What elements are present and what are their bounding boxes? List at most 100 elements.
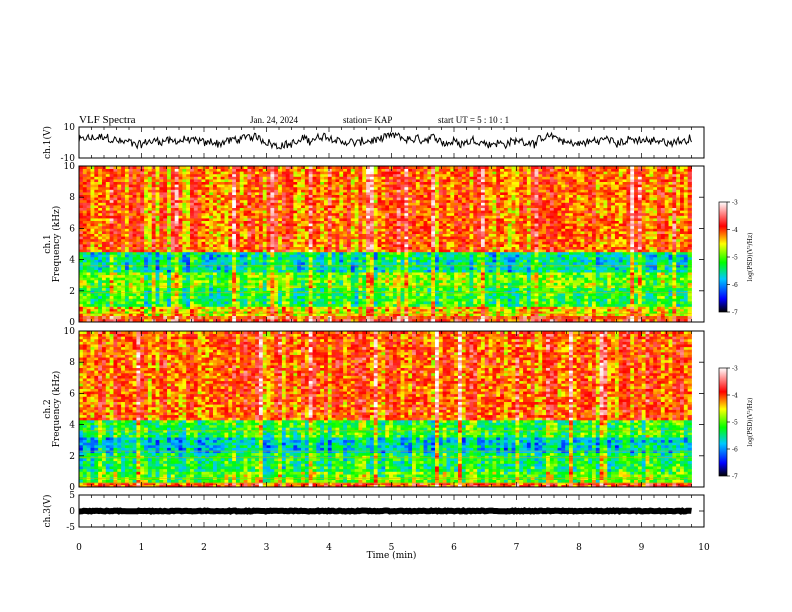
spectrogram-cell — [488, 318, 493, 323]
spectrogram-cell — [557, 267, 562, 270]
spectrogram-cell — [82, 256, 88, 260]
spectrogram-cell — [239, 241, 245, 245]
spectrogram-cell — [163, 259, 168, 263]
spectrogram-cell — [488, 313, 493, 317]
spectrogram-cell — [461, 298, 467, 302]
spectrogram-cell — [515, 246, 520, 250]
spectrogram-cell — [645, 269, 650, 273]
spectrogram-cell — [538, 269, 543, 273]
spectrogram-cell — [534, 295, 539, 299]
spectrogram-cell — [366, 254, 371, 258]
spectrogram-cell — [457, 298, 463, 302]
spectrogram-cell — [492, 295, 497, 299]
spectrogram-cell — [503, 290, 509, 294]
spectrogram-cell — [572, 259, 578, 263]
spectrogram-cell — [626, 303, 631, 307]
spectrogram-cell — [346, 254, 352, 258]
spectrogram-cell — [599, 272, 604, 276]
spectrogram-cell — [626, 256, 631, 260]
spectrogram-cell — [653, 308, 658, 312]
spectrogram-cell — [339, 313, 344, 317]
spectrogram-cell — [595, 311, 601, 314]
spectrogram-cell — [205, 277, 210, 281]
spectrogram-cell — [190, 254, 195, 258]
spectrogram-cell — [580, 256, 585, 260]
spectrogram-cell — [404, 315, 409, 320]
spectrogram-cell — [645, 261, 650, 265]
spectrogram-cell — [155, 295, 160, 299]
spectrogram-cell — [415, 306, 421, 310]
spectrogram-cell — [664, 267, 669, 270]
spectrogram-cell — [431, 282, 436, 286]
spectrogram-cell — [101, 254, 107, 258]
spectrogram-cell — [339, 256, 344, 260]
spectrogram-cell — [167, 282, 172, 286]
spectrogram-cell — [170, 269, 176, 273]
spectrogram-cell — [569, 254, 574, 258]
spectrogram-cell — [350, 303, 356, 307]
spectrogram-cell — [170, 306, 176, 310]
spectrogram-cell — [216, 306, 222, 310]
spectrogram-cell — [304, 261, 310, 265]
spectrogram-cell — [477, 308, 482, 312]
spectrogram-cell — [507, 274, 512, 278]
spectrogram-cell — [362, 290, 367, 294]
spectrogram-cell — [228, 261, 233, 265]
spectrogram-cell — [611, 261, 616, 265]
spectrogram-cell — [404, 256, 409, 260]
spectrogram-cell — [274, 251, 279, 255]
spectrogram-cell — [132, 267, 137, 270]
spectrogram-cell — [576, 244, 581, 247]
spectrogram-cell — [645, 301, 650, 305]
spectrogram-cell — [98, 285, 103, 289]
spectrogram-cell — [687, 298, 692, 302]
spectrogram-cell — [450, 293, 455, 297]
spectrogram-cell — [607, 318, 612, 323]
spectrogram-cell — [389, 301, 394, 305]
spectrogram-cell — [618, 293, 623, 297]
spectrogram-cell — [683, 274, 689, 278]
spectrogram-cell — [450, 290, 455, 294]
spectrogram-cell — [412, 249, 417, 253]
spectrogram-cell — [480, 301, 486, 305]
spectrogram-cell — [274, 315, 279, 320]
spectrogram-cell — [82, 272, 88, 276]
spectrogram-cell — [94, 295, 99, 299]
spectrogram-cell — [243, 298, 248, 302]
spectrogram-cell — [546, 293, 551, 297]
spectrogram-cell — [362, 282, 367, 286]
spectrogram-cell — [266, 244, 271, 247]
spectrogram-cell — [339, 306, 344, 310]
spectrogram-cell — [124, 277, 130, 281]
spectrogram-cell — [297, 306, 302, 310]
spectrogram-cell — [385, 293, 390, 297]
spectrogram-cell — [124, 246, 130, 250]
spectrogram-cell — [469, 290, 474, 294]
spectrogram-cell — [167, 251, 172, 255]
spectrogram-cell — [94, 303, 99, 307]
spectrogram-cell — [515, 290, 520, 294]
spectrogram-cell — [496, 279, 501, 283]
spectrogram-cell — [614, 282, 620, 286]
spectrogram-cell — [668, 277, 673, 281]
spectrogram-cell — [132, 274, 137, 278]
spectrogram-cell — [262, 251, 267, 255]
spectrogram-cell — [255, 241, 260, 245]
spectrogram-cell — [649, 295, 654, 299]
spectrogram-cell — [220, 301, 225, 305]
spectrogram-cell — [660, 269, 666, 273]
spectrogram-cell — [216, 315, 222, 320]
spectrogram-cell — [565, 298, 570, 302]
spectrogram-cell — [301, 244, 306, 247]
spectrogram-cell — [304, 287, 310, 291]
spectrogram-cell — [369, 282, 375, 286]
spectrogram-cell — [324, 246, 329, 250]
spectrogram-cell — [480, 256, 486, 260]
spectrogram-cell — [362, 261, 367, 265]
spectrogram-cell — [595, 313, 601, 317]
spectrogram-cell — [190, 259, 195, 263]
spectrogram-cell — [109, 277, 114, 281]
spectrogram-cell — [446, 308, 451, 312]
spectrogram-cell — [645, 315, 650, 320]
spectrogram-cell — [584, 295, 589, 299]
